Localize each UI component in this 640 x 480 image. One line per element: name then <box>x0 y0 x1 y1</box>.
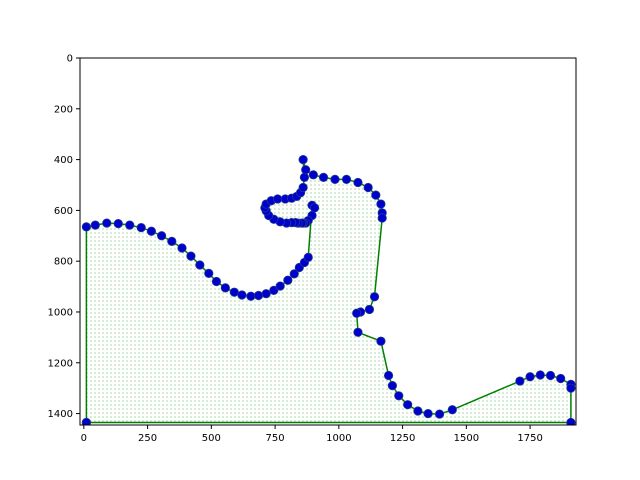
shape-vertex-marker <box>186 251 196 261</box>
shape-vertex-marker <box>81 417 91 425</box>
shape-vertex-marker <box>363 182 373 193</box>
shape-vertex-marker <box>283 275 293 285</box>
shape-vertex-marker <box>376 199 386 209</box>
shape-vertex-marker <box>253 290 264 301</box>
shape-vertex-marker <box>566 417 576 425</box>
shape-vertex-marker <box>90 220 100 230</box>
shape-vertex-marker <box>298 182 308 193</box>
shape-vertex-marker <box>310 203 320 213</box>
y-tick-label: 400 <box>54 155 73 166</box>
shape-vertex-marker <box>261 289 271 299</box>
shape-vertex-marker <box>330 174 340 185</box>
shape-vertex-marker <box>229 287 239 297</box>
shape-vertex-marker <box>318 172 329 182</box>
shape-vertex-marker <box>525 372 535 382</box>
shape-vertex-marker <box>275 281 285 291</box>
plot-area <box>81 154 576 425</box>
shape-vertex-marker <box>211 276 222 287</box>
shape-vertex-marker <box>371 190 381 200</box>
y-axis: 0 200 400 600 800 1000 1200 1400 <box>48 54 80 420</box>
x-tick-label: 250 <box>138 433 157 444</box>
x-tick-label: 1500 <box>454 433 479 444</box>
shape-vertex-marker <box>413 406 423 416</box>
shape-vertex-marker <box>299 172 310 182</box>
shape-vertex-marker <box>341 174 352 185</box>
x-tick-label: 750 <box>266 433 285 444</box>
shape-vertex-marker <box>246 291 256 301</box>
shape-vertex-marker <box>353 177 363 188</box>
y-tick-label: 1200 <box>48 358 73 369</box>
shape-vertex-marker <box>289 269 299 279</box>
shape-vertex-marker <box>269 285 279 295</box>
shape-vertex-marker <box>81 222 91 232</box>
shape-vertex-marker <box>535 370 545 380</box>
x-axis: 0 250 500 750 1000 1250 1500 1750 <box>81 425 543 444</box>
shape-fill-dots <box>86 159 571 423</box>
shape-vertex-marker <box>403 400 413 410</box>
shape-vertex-marker <box>204 268 214 278</box>
shape-vertex-marker <box>394 391 404 401</box>
shape-vertex-marker <box>364 304 375 315</box>
shape-vertex-marker <box>353 327 363 337</box>
y-tick-label: 0 <box>67 54 73 65</box>
shape-vertex-marker <box>447 405 457 415</box>
shape-vertex-marker <box>220 283 230 293</box>
shape-vertex-marker <box>566 383 576 393</box>
shape-vertex-marker <box>301 165 311 175</box>
shape-vertex-marker <box>146 226 157 236</box>
shape-vertex-marker <box>157 231 167 241</box>
shape-vertex-marker <box>167 236 177 246</box>
y-tick-label: 800 <box>54 257 73 268</box>
shape-vertex-marker <box>387 381 397 391</box>
shape-vertex-marker <box>125 220 135 230</box>
y-tick-label: 600 <box>54 206 73 217</box>
shape-vertex-marker <box>377 213 387 223</box>
shape-vertex-marker <box>352 308 362 318</box>
shape-vertex-marker <box>177 243 187 253</box>
shape-vertex-marker <box>434 409 445 419</box>
shape-vertex-marker <box>369 292 380 302</box>
shape-vertex-marker <box>376 336 386 346</box>
shape-vertex-marker <box>308 170 318 180</box>
shape-vertex-marker <box>237 290 247 300</box>
plot-frame <box>79 57 577 426</box>
y-tick-label: 200 <box>54 104 73 115</box>
shape-vertex-marker <box>113 218 123 229</box>
x-tick-label: 500 <box>202 433 221 444</box>
x-tick-label: 1250 <box>390 433 415 444</box>
shape-vertex-marker <box>545 370 556 381</box>
x-tick-label: 1750 <box>517 433 542 444</box>
shape-vertex-marker <box>303 252 313 262</box>
shape-vertex-marker <box>273 194 283 204</box>
shape-vertex-marker <box>556 373 566 384</box>
shape-vertex-marker <box>298 154 308 165</box>
shape-vertex-marker <box>383 370 394 381</box>
x-tick-label: 1000 <box>326 433 351 444</box>
shape-vertex-marker <box>195 260 205 270</box>
shape-vertex-marker <box>515 376 525 386</box>
x-tick-label: 0 <box>81 433 87 444</box>
shape-vertex-marker <box>136 223 146 233</box>
shape-vertex-marker <box>423 408 433 419</box>
y-tick-label: 1000 <box>48 307 73 318</box>
shape-vertex-marker <box>102 218 112 228</box>
y-tick-label: 1400 <box>48 409 73 420</box>
